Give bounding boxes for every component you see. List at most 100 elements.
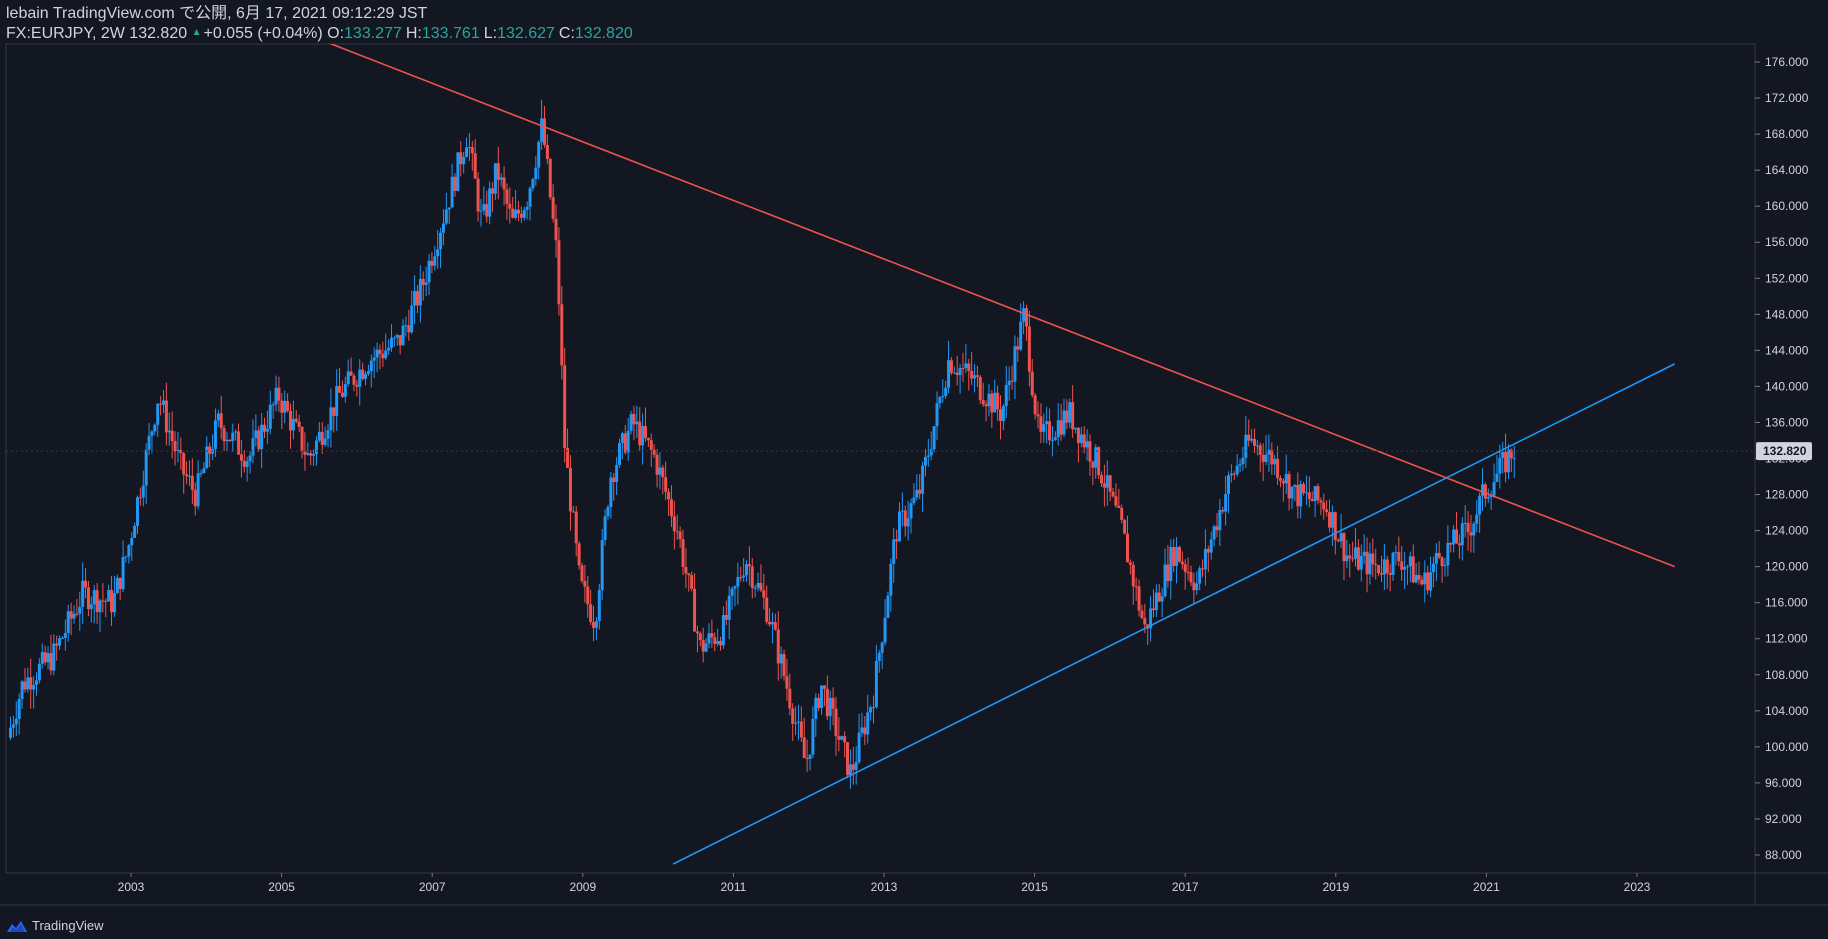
candle-up <box>346 371 350 385</box>
candle-down <box>612 477 616 482</box>
candle-up <box>323 438 327 445</box>
candle-down <box>1059 420 1063 435</box>
candle-down <box>1221 510 1225 512</box>
candle-up <box>958 367 962 376</box>
candle-up <box>618 443 622 465</box>
candle-down <box>320 431 324 445</box>
candle-up <box>1085 441 1089 448</box>
candle-up <box>1492 482 1496 496</box>
candle-down <box>49 653 53 671</box>
candle-up <box>465 147 469 157</box>
candle-down <box>1411 556 1415 583</box>
candle-down <box>681 539 685 568</box>
candle-down <box>257 430 261 450</box>
candle-up <box>89 604 93 610</box>
candle-down <box>1400 561 1404 570</box>
candle-down <box>179 449 183 454</box>
x-tick-label: 2013 <box>871 880 898 894</box>
symbol-label[interactable]: FX:EURJPY, 2W 132.820 <box>6 25 188 42</box>
candle-down <box>1033 395 1037 415</box>
candle-up <box>268 404 272 429</box>
y-tick-label: 176.000 <box>1765 55 1809 69</box>
candle-down <box>1509 449 1513 459</box>
candle-up <box>130 537 134 546</box>
candle-down <box>1123 519 1127 534</box>
candle-down <box>104 600 108 602</box>
candle-up <box>534 167 538 180</box>
candle-up <box>326 430 330 439</box>
candle-up <box>1394 552 1398 554</box>
candle-down <box>415 291 419 306</box>
footer: TradingView <box>6 918 104 933</box>
candle-down <box>701 640 705 652</box>
support-trendline[interactable] <box>672 363 1676 865</box>
candle-down <box>713 637 717 644</box>
candle-up <box>1362 551 1366 556</box>
candle-up <box>274 387 278 405</box>
candle-up <box>597 590 601 622</box>
candle-down <box>643 425 647 438</box>
candle-down <box>710 633 714 638</box>
candle-down <box>101 600 105 602</box>
candle-down <box>300 427 304 452</box>
candle-up <box>196 473 200 507</box>
candle-down <box>95 590 99 613</box>
candle-up <box>727 595 731 620</box>
candle-down <box>473 153 477 179</box>
candle-down <box>138 497 142 499</box>
candle-up <box>1368 553 1372 575</box>
candle-down <box>182 453 186 475</box>
open-label: O: <box>327 25 345 42</box>
candle-down <box>1088 441 1092 462</box>
candle-up <box>358 369 362 387</box>
candle-up <box>609 477 613 508</box>
candle-up <box>848 764 852 775</box>
candle-down <box>1192 582 1196 591</box>
high-value: 133.761 <box>421 25 480 42</box>
candle-down <box>1100 475 1104 484</box>
candle-down <box>338 385 342 393</box>
candle-down <box>967 363 971 371</box>
candle-up <box>1429 572 1433 591</box>
candle-up <box>1489 495 1493 498</box>
candle-down <box>86 587 90 610</box>
candle-up <box>514 209 518 218</box>
candle-up <box>1339 533 1343 542</box>
candle-up <box>1022 308 1026 322</box>
candle-up <box>915 489 919 498</box>
candle-up <box>1074 427 1078 430</box>
candle-down <box>309 453 313 456</box>
candle-down <box>1420 579 1424 585</box>
candle-down <box>1097 447 1101 476</box>
candle-down <box>571 511 575 513</box>
resistance-trendline[interactable] <box>297 30 1675 568</box>
candle-down <box>407 325 411 333</box>
candle-up <box>1506 449 1510 473</box>
candle-up <box>387 347 391 351</box>
tradingview-logo-icon[interactable] <box>6 919 28 933</box>
candle-down <box>1356 547 1360 570</box>
up-arrow-icon: ▲ <box>191 27 202 38</box>
y-tick-label: 116.000 <box>1765 596 1808 610</box>
candle-up <box>9 727 13 738</box>
candle-down <box>822 685 826 689</box>
candle-up <box>770 622 774 625</box>
x-tick-label: 2021 <box>1473 880 1500 894</box>
candle-up <box>17 698 21 719</box>
candle-up <box>811 718 815 755</box>
candle-down <box>834 708 838 737</box>
candle-up <box>1203 548 1207 570</box>
candle-down <box>805 757 809 759</box>
candle-up <box>1094 447 1098 468</box>
candle-down <box>1247 434 1251 441</box>
candle-up <box>525 206 529 210</box>
candle-up <box>447 207 451 210</box>
candle-down <box>303 451 307 455</box>
y-tick-label: 144.000 <box>1765 343 1809 357</box>
candle-down <box>1342 533 1346 562</box>
candle-up <box>1382 559 1386 575</box>
candle-up <box>40 652 44 664</box>
candle-down <box>1302 483 1306 493</box>
footer-brand[interactable]: TradingView <box>32 918 104 933</box>
